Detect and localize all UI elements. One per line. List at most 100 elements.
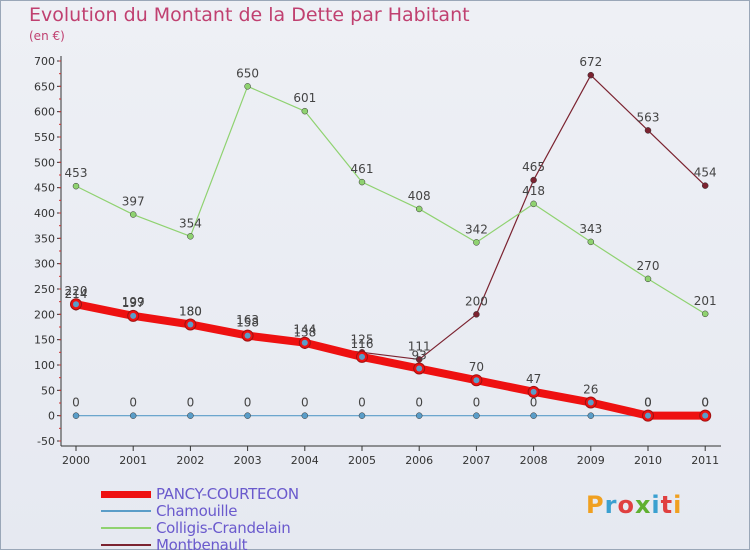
- data-point: [72, 182, 80, 190]
- logo-letter: i: [651, 491, 661, 519]
- data-label: 270: [637, 259, 660, 273]
- y-tick-label: 0: [48, 410, 55, 423]
- logo-letter: o: [617, 491, 635, 519]
- data-point: [72, 412, 80, 419]
- legend-item: Montbenault: [101, 537, 361, 554]
- data-label: 354: [179, 216, 202, 230]
- data-point: [358, 178, 366, 186]
- data-label: 672: [579, 55, 602, 69]
- data-point: [701, 310, 709, 318]
- data-point: [587, 412, 595, 419]
- x-tick-label: 2005: [348, 454, 376, 467]
- data-point: [244, 83, 251, 90]
- data-label: 0: [473, 396, 481, 410]
- series-line: [75, 85, 706, 315]
- data-label: 199: [122, 295, 145, 309]
- legend-label: Colligis-Crandelain: [156, 519, 291, 537]
- legend-item: PANCY-COURTECON: [101, 486, 361, 503]
- data-point-core: [473, 377, 480, 384]
- data-label: 0: [701, 396, 709, 410]
- x-tick-label: 2011: [691, 454, 719, 467]
- y-tick-label: 300: [34, 258, 55, 271]
- data-point: [358, 412, 366, 419]
- data-point: [415, 356, 423, 363]
- x-tick-label: 2002: [176, 454, 204, 467]
- legend-swatch: [101, 544, 151, 546]
- y-tick-label: 200: [34, 308, 55, 321]
- data-label: 163: [236, 313, 259, 327]
- y-tick-label: 400: [34, 207, 55, 220]
- data-point: [415, 205, 423, 213]
- data-label: 0: [644, 396, 652, 410]
- x-tick-label: 2007: [462, 454, 490, 467]
- data-point-core: [416, 365, 423, 372]
- data-label: 200: [465, 294, 488, 308]
- data-label: 214: [65, 287, 88, 301]
- data-point: [301, 107, 309, 115]
- data-point: [187, 412, 194, 419]
- data-point: [129, 211, 137, 218]
- data-label: 343: [579, 222, 602, 236]
- x-tick-label: 2001: [119, 454, 147, 467]
- data-label: 397: [122, 195, 145, 209]
- legend-swatch: [101, 490, 151, 498]
- y-tick-label: 250: [34, 283, 55, 296]
- data-label: 453: [65, 166, 88, 180]
- logo-letter: t: [660, 491, 674, 519]
- data-point-core: [301, 339, 308, 346]
- data-point: [644, 127, 652, 134]
- data-label: 180: [179, 304, 202, 318]
- data-label: 180: [179, 304, 202, 318]
- legend-swatch: [101, 510, 151, 512]
- data-label: 0: [701, 396, 709, 410]
- y-tick-label: 150: [34, 334, 55, 347]
- y-tick-label: 700: [34, 55, 55, 68]
- data-point-core: [702, 412, 709, 419]
- data-label: 197: [122, 296, 145, 310]
- legend-item: Chamouille: [101, 503, 361, 520]
- data-label: 144: [293, 323, 316, 337]
- data-point: [473, 311, 480, 318]
- data-point-core: [645, 412, 651, 419]
- data-label: 601: [293, 91, 316, 105]
- data-label: 111: [408, 339, 431, 353]
- legend-label: Chamouille: [156, 502, 238, 520]
- data-label: 70: [469, 360, 484, 374]
- legend-label: Montbenault: [156, 536, 248, 554]
- data-point-core: [244, 332, 251, 339]
- data-point: [587, 71, 595, 79]
- y-tick-label: -50: [37, 435, 55, 448]
- x-tick-label: 2006: [405, 454, 433, 467]
- data-point: [587, 238, 595, 246]
- x-tick-label: 2009: [577, 454, 605, 467]
- series-line: [72, 300, 710, 420]
- legend-label: PANCY-COURTECON: [156, 485, 299, 503]
- data-label: 465: [522, 160, 545, 174]
- data-point: [415, 412, 423, 419]
- legend-item: Colligis-Crandelain: [101, 520, 361, 537]
- data-label: 650: [236, 66, 259, 80]
- data-point: [530, 200, 537, 208]
- data-label: 93: [412, 349, 427, 363]
- data-point-core: [73, 301, 79, 308]
- y-tick-label: 450: [34, 182, 55, 195]
- data-label: 158: [236, 316, 259, 330]
- data-label: 0: [301, 396, 309, 410]
- data-label: 418: [522, 184, 545, 198]
- data-point-core: [530, 388, 537, 395]
- data-point: [473, 239, 480, 246]
- data-point-core: [359, 353, 365, 360]
- logo-letter: r: [604, 491, 618, 519]
- chart-unit: (en €): [29, 29, 65, 43]
- data-label: 0: [415, 396, 423, 410]
- data-label: 116: [351, 337, 374, 351]
- data-label: 0: [72, 396, 80, 410]
- data-point-core: [587, 399, 594, 406]
- data-label: 201: [694, 294, 717, 308]
- logo-letter: x: [634, 491, 652, 519]
- x-tick-label: 2008: [520, 454, 548, 467]
- data-point: [530, 412, 537, 419]
- y-tick-label: 50: [41, 384, 55, 397]
- data-point: [129, 412, 137, 419]
